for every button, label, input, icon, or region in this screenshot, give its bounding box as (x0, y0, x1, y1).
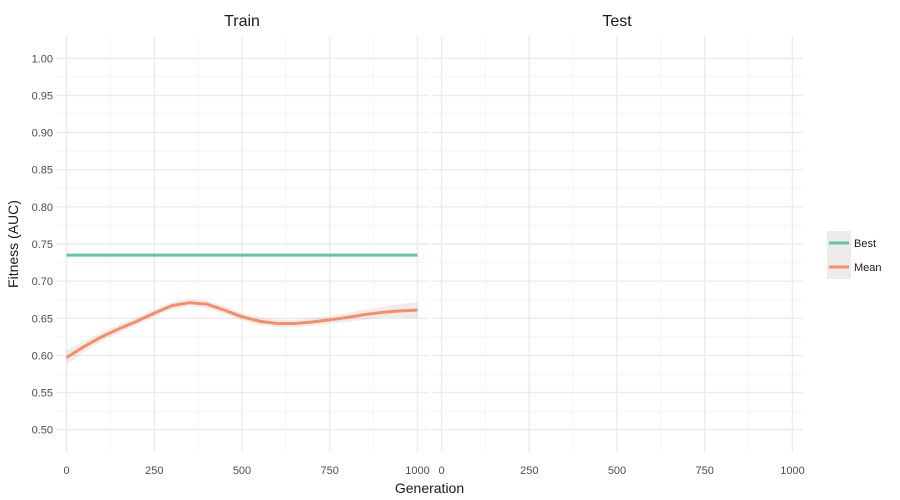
y-tick-label: 0.80 (32, 202, 53, 214)
legend: Best Mean (827, 231, 882, 279)
x-tick-label: 250 (145, 465, 163, 477)
panel-train-lines (65, 253, 418, 359)
legend-label-best: Best (854, 238, 876, 250)
y-tick-label: 0.60 (32, 350, 53, 362)
x-tick-label: 0 (438, 465, 444, 477)
panel-train-grid (56, 36, 428, 452)
y-tick-label: 0.85 (32, 165, 53, 177)
panel-train: Train 0 250 500 750 1000 (56, 13, 430, 477)
x-tick-label: 1000 (780, 465, 804, 477)
series-mean-line (65, 301, 418, 359)
panel-test: Test 0 250 500 750 1000 (431, 13, 805, 477)
y-tick-label: 0.90 (32, 128, 53, 140)
y-tick-label: 1.00 (32, 53, 53, 65)
y-tick-label: 0.65 (32, 313, 53, 325)
x-tick-label: 1000 (405, 465, 429, 477)
facet-title-test: Test (602, 13, 632, 30)
panel-train-bands (66, 298, 418, 366)
x-tick-label: 0 (63, 465, 69, 477)
legend-label-mean: Mean (854, 262, 882, 274)
facet-title-train: Train (224, 13, 260, 30)
x-tick-label: 750 (321, 465, 339, 477)
y-tick-label: 0.70 (32, 276, 53, 288)
y-axis-title: Fitness (AUC) (5, 200, 21, 288)
panel-test-grid (431, 36, 803, 452)
y-tick-label: 0.75 (32, 239, 53, 251)
x-tick-label: 500 (233, 465, 251, 477)
y-tick-label: 0.95 (32, 90, 53, 102)
panel-train-x-ticks: 0 250 500 750 1000 (63, 465, 429, 477)
x-tick-label: 250 (520, 465, 538, 477)
y-tick-label: 0.50 (32, 425, 53, 437)
y-tick-label: 0.55 (32, 388, 53, 400)
x-axis-title: Generation (395, 480, 464, 496)
x-tick-label: 500 (608, 465, 626, 477)
y-tick-labels: 0.50 0.55 0.60 0.65 0.70 0.75 0.80 0.85 0.90 0.95… (32, 53, 53, 436)
series-mean-confidence-band (66, 298, 418, 366)
x-tick-label: 750 (696, 465, 714, 477)
panel-test-x-ticks: 0 250 500 750 1000 (438, 465, 804, 477)
